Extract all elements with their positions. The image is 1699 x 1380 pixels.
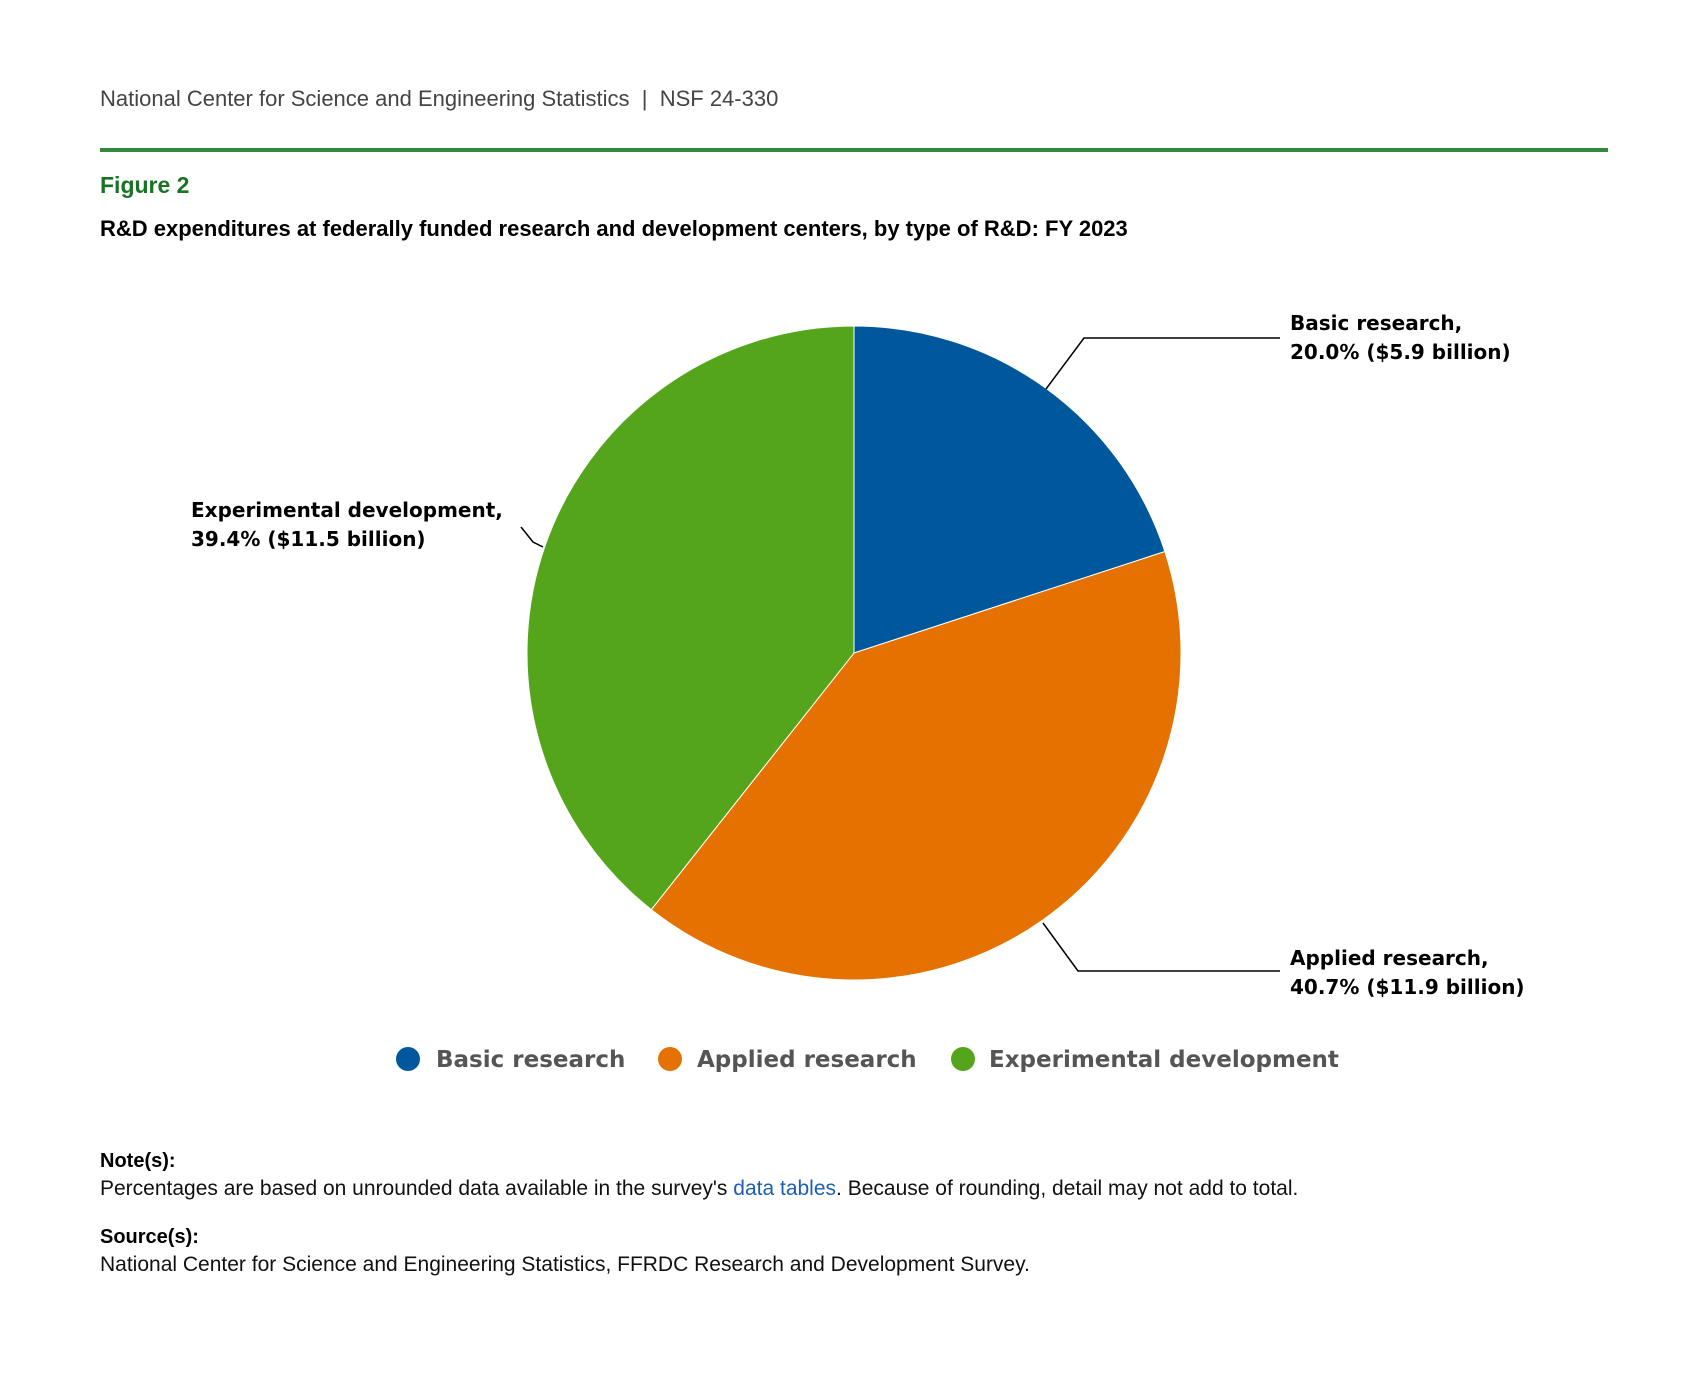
pie-slice-applied-research: [650, 550, 1182, 981]
notes-text-start: Percentages are based on unrounded data …: [100, 1177, 734, 1200]
pie-slice-experimental-development: [526, 325, 855, 911]
notes-heading: Note(s):: [100, 1150, 176, 1172]
chart-title: R&D expenditures at federally funded res…: [100, 216, 1128, 241]
separator: |: [641, 86, 648, 111]
legend: Basic research Applied research Experime…: [396, 1047, 1339, 1073]
leader-line-experimental: [520, 526, 544, 548]
legend-label-experimental: Experimental development: [989, 1047, 1339, 1073]
data-label-experimental-name: Experimental development,: [191, 498, 503, 522]
report-header: National Center for Science and Engineer…: [100, 86, 778, 112]
legend-swatch-applied: [658, 1047, 682, 1071]
data-label-applied-value: 40.7% ($11.9 billion): [1290, 975, 1525, 999]
org-name: National Center for Science and Engineer…: [100, 86, 630, 111]
legend-label-basic: Basic research: [436, 1047, 625, 1073]
data-tables-link[interactable]: data tables: [733, 1177, 837, 1200]
source-heading: Source(s):: [100, 1226, 199, 1248]
legend-label-applied: Applied research: [697, 1047, 917, 1073]
leader-line-basic: [1045, 337, 1280, 390]
data-label-applied-name: Applied research,: [1290, 946, 1489, 970]
report-number: NSF 24-330: [659, 86, 779, 111]
legend-swatch-experimental: [951, 1047, 975, 1071]
legend-swatch-basic: [396, 1047, 420, 1071]
source-text: National Center for Science and Engineer…: [100, 1253, 1030, 1276]
header-divider: [100, 148, 1608, 152]
figure-label: Figure 2: [100, 172, 190, 198]
leader-line-applied: [1042, 922, 1280, 972]
notes-text-end: . Because of rounding, detail may not ad…: [836, 1177, 1299, 1200]
data-label-basic-value: 20.0% ($5.9 billion): [1290, 340, 1511, 364]
data-label-basic-name: Basic research,: [1290, 311, 1462, 335]
data-label-experimental-value: 39.4% ($11.5 billion): [191, 527, 426, 551]
notes-text: Percentages are based on unrounded data …: [100, 1177, 1298, 1201]
